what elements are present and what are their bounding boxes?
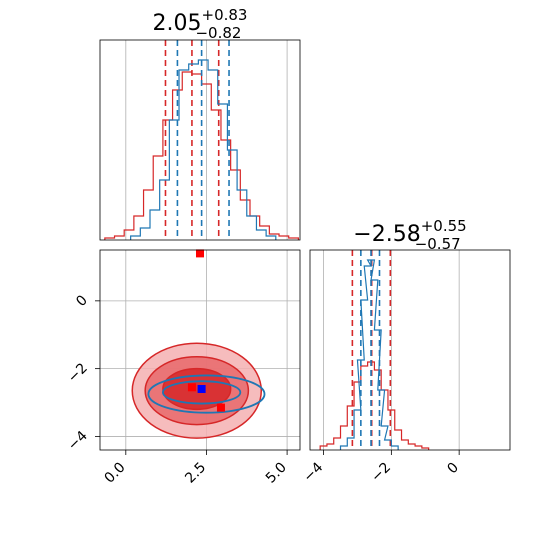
- marker-marker_red: [196, 249, 204, 258]
- panel-hist-param2: −4 −2 0 −2.58+0.55 −0.57: [300, 217, 511, 486]
- hist-series-red: [104, 71, 299, 240]
- contour-blue-level: [147, 374, 266, 414]
- contour-blue-level: [162, 380, 242, 405]
- x-tick-label: 5.0: [263, 460, 290, 487]
- panel-frame: [99, 249, 301, 451]
- hist-series-red: [319, 361, 430, 450]
- y-tick-label: −4: [65, 428, 91, 454]
- y-tick-label: 0: [73, 292, 91, 310]
- x-tick-label: −2: [368, 460, 394, 486]
- x-tick-label: 0: [444, 460, 462, 478]
- y-tick-label: −2: [65, 360, 91, 386]
- title-param2: −2.58+0.55 −0.57: [353, 217, 466, 253]
- hist-series-blue: [130, 59, 277, 240]
- hist-series-blue: [339, 259, 399, 450]
- title-param1: 2.05+0.83 −0.82: [153, 6, 248, 42]
- contour-red-level: [162, 367, 232, 411]
- panel-hist-param1: 2.05+0.83 −0.82: [99, 6, 301, 241]
- x-tick-label: 0.0: [102, 460, 129, 487]
- panel-frame: [99, 39, 301, 241]
- x-tick-label: −4: [300, 459, 326, 485]
- marker-marker_red: [216, 403, 225, 412]
- panel-frame: [309, 249, 511, 451]
- x-tick-label: 2.5: [182, 460, 209, 487]
- marker-marker_blue: [197, 384, 206, 393]
- panel-contour: 0.0 2.5 5.0 0 −2 −4: [65, 249, 301, 487]
- marker-marker_red: [187, 383, 196, 392]
